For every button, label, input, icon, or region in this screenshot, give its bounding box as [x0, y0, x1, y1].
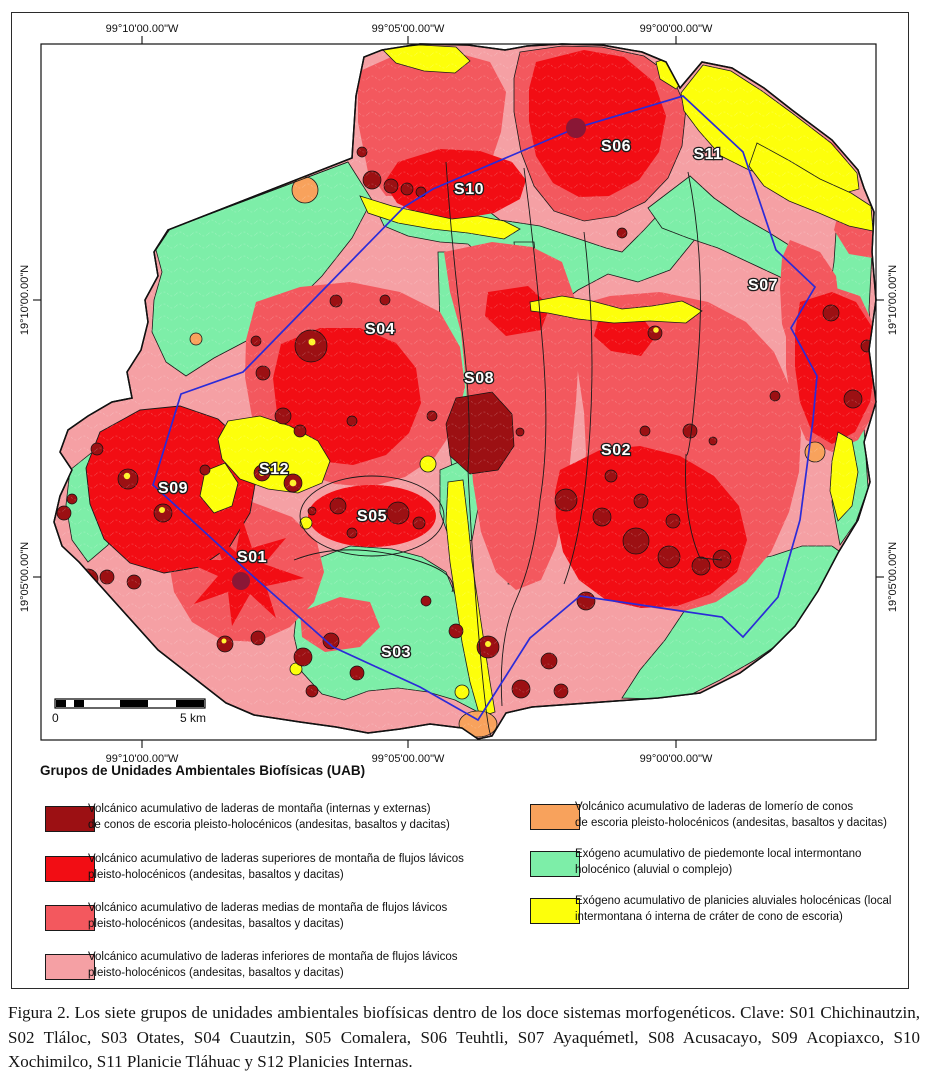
map-label-s05: S05	[357, 508, 387, 525]
legend-line: pleisto-holocénicos (andesitas, basaltos…	[88, 869, 344, 881]
legend-swatch-green	[530, 851, 580, 877]
legend-line: Volcánico acumulativo de laderas medias …	[88, 902, 448, 914]
boundary-vertex-dots	[232, 118, 586, 590]
scale-end: 5 km	[180, 711, 206, 725]
map-label-s12: S12	[259, 461, 289, 478]
axis-right-1: 19°10'00.00"N	[887, 265, 899, 335]
map-label-s10: S10	[454, 181, 484, 198]
legend-line: pleisto-holocénicos (andesitas, basaltos…	[88, 918, 344, 930]
map-label-s08: S08	[464, 370, 494, 387]
legend-swatch-dark-red	[45, 806, 95, 832]
figure-caption: Figura 2. Los siete grupos de unidades a…	[8, 1003, 920, 1071]
legend-item-medium-red: Volcánico acumulativo de laderas medias …	[88, 900, 488, 932]
legend-line: Volcánico acumulativo de laderas de mont…	[88, 803, 431, 815]
system-boundaries	[169, 161, 723, 737]
scale-start: 0	[52, 711, 59, 725]
legend-line: de conos de escoria pleisto-holocénicos …	[88, 819, 450, 831]
legend-line: Volcánico acumulativo de laderas de lome…	[575, 801, 854, 813]
legend-swatch-medium-red	[45, 905, 95, 931]
legend-item-orange: Volcánico acumulativo de laderas de lome…	[575, 799, 915, 831]
legend-item-red: Volcánico acumulativo de laderas superio…	[88, 851, 488, 883]
legend-line: Exógeno acumulativo de planicies aluvial…	[575, 895, 892, 907]
legend-line: Volcánico acumulativo de laderas inferio…	[88, 951, 458, 963]
axis-top-2: 99°05'00.00"W	[372, 23, 445, 35]
map-label-s04: S04	[365, 321, 395, 338]
legend-item-green: Exógeno acumulativo de piedemonte local …	[575, 846, 915, 878]
map-label-s11: S11	[693, 146, 722, 163]
axis-bottom-3: 99°00'00.00"W	[640, 753, 713, 762]
legend-line: pleisto-holocénicos (andesitas, basaltos…	[88, 967, 344, 979]
legend-item-dark-red: Volcánico acumulativo de laderas de mont…	[88, 801, 488, 833]
legend-title: Grupos de Unidades Ambientales Biofísica…	[40, 763, 366, 778]
study-area-boundary	[152, 95, 818, 722]
legend-item-light-pink: Volcánico acumulativo de laderas inferio…	[88, 949, 488, 981]
legend-line: Volcánico acumulativo de laderas superio…	[88, 853, 464, 865]
axis-ticks	[33, 36, 884, 748]
legend-swatch-light-pink	[45, 954, 95, 980]
map-label-s06: S06	[601, 138, 631, 155]
land-outline	[53, 43, 877, 740]
axis-bottom-1: 99°10'00.00"W	[106, 753, 179, 762]
axis-bottom-2: 99°05'00.00"W	[372, 753, 445, 762]
legend-swatch-orange	[530, 804, 580, 830]
map-label-s01: S01	[237, 549, 267, 566]
map-canvas: S01 S02 S03 S04 S05 S06 S07 S08 S09 S10 …	[19, 23, 899, 762]
legend-item-yellow: Exógeno acumulativo de planicies aluvial…	[575, 893, 915, 925]
map-label-s07: S07	[748, 277, 778, 294]
axis-right-2: 19°05'00.00"N	[887, 542, 899, 612]
legend-line: de escoria pleisto-holocénicos (andesita…	[575, 817, 887, 829]
axis-left-1: 19°10'00.00"N	[19, 265, 31, 335]
axis-top-1: 99°10'00.00"W	[106, 23, 179, 35]
legend-line: Exógeno acumulativo de piedemonte local …	[575, 848, 862, 860]
legend-swatch-red	[45, 856, 95, 882]
legend-line: holocénico (aluvial o complejo)	[575, 864, 733, 876]
map-label-s02: S02	[601, 442, 631, 459]
scale-bar: 0 5 km	[52, 698, 206, 725]
legend-line: intermontana ó interna de cráter de cono…	[575, 911, 843, 923]
map-label-s03: S03	[381, 644, 411, 661]
legend-swatch-yellow	[530, 898, 580, 924]
axis-left-2: 19°05'00.00"N	[19, 542, 31, 612]
map-label-s09: S09	[158, 480, 188, 497]
axis-top-3: 99°00'00.00"W	[640, 23, 713, 35]
